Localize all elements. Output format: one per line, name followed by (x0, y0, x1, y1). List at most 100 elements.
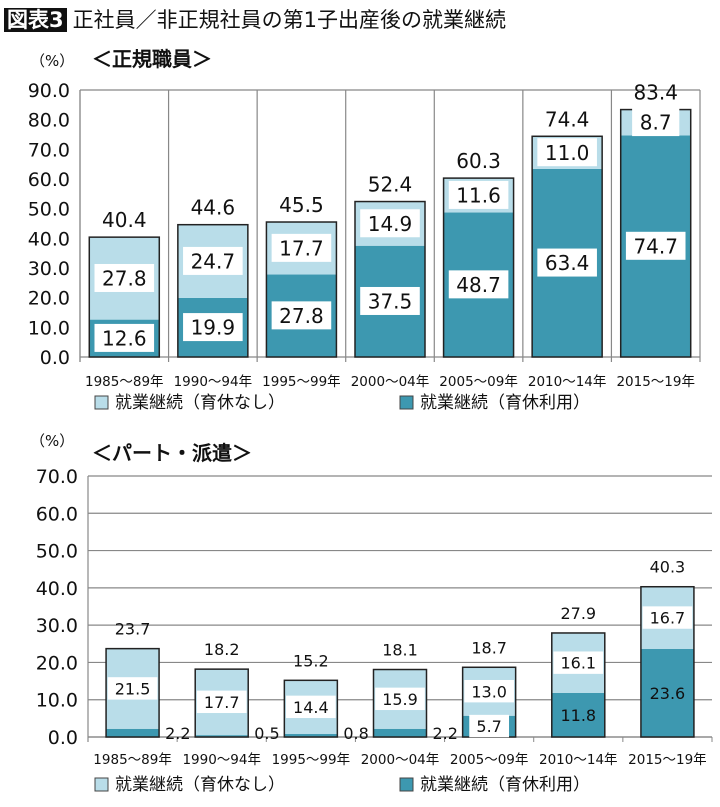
chart1-label-total: 52.4 (368, 173, 413, 197)
chart1-label-no-leave: 14.9 (368, 212, 413, 236)
chart2-label-total: 15.2 (293, 651, 329, 670)
chart2-legend-swatch (399, 777, 414, 792)
chart1-label-no-leave: 24.7 (191, 250, 236, 274)
chart1-label-with-leave-box (183, 313, 243, 342)
chart2-label-total: 18.1 (382, 641, 418, 660)
chart1-category-label: 1995～99年 (262, 374, 341, 390)
chart1-bar-outline (265, 221, 338, 358)
chart1-category-label: 2010～14年 (528, 374, 607, 390)
chart1-category-label: 1990～94年 (174, 374, 253, 390)
chart1-label-with-leave-box (360, 286, 420, 315)
chart2-bar-with-leave (551, 693, 605, 737)
chart1-category-label: 2015～19年 (616, 374, 695, 390)
chart1-label-no-leave-box (360, 209, 420, 238)
chart2-label-with-leave: 2.2 (433, 724, 458, 743)
chart2-bar-with-leave (106, 728, 160, 737)
chart2-label-total: 27.9 (560, 604, 596, 623)
chart2-ytick-label: 40.0 (36, 578, 78, 600)
chart1-label-with-leave-box (537, 248, 597, 277)
chart1-ylabel: （%） (30, 52, 74, 70)
chart1-bar-outline (177, 223, 249, 358)
chart2-bar-outline (283, 679, 339, 738)
chart2-label-no-leave: 21.5 (115, 679, 151, 698)
chart1-label-no-leave-box (183, 246, 243, 275)
chart1-category-label: 1985～89年 (85, 374, 164, 390)
chart2-label-total: 23.7 (115, 620, 151, 639)
chart1-title: ＜正規職員＞ (92, 47, 212, 71)
chart2-category-label: 2015～19年 (628, 752, 707, 768)
chart2-label-with-leave: 5.7 (476, 717, 501, 736)
chart1-legend-swatch (94, 395, 109, 410)
chart2-label-with-leave: 0.8 (343, 724, 368, 743)
chart1-label-with-leave-box (625, 231, 686, 260)
chart2-label-no-leave-box (464, 679, 514, 703)
chart1-label-no-leave: 8.7 (640, 111, 672, 135)
chart1-label-with-leave: 74.7 (633, 234, 678, 258)
chart1-ytick-label: 50.0 (28, 199, 70, 221)
chart2-ytick-label: 60.0 (36, 503, 78, 525)
chart2-ytick-label: 30.0 (36, 615, 78, 637)
chart1-ytick-label: 10.0 (28, 317, 70, 339)
chart2-label-no-leave-box (196, 690, 247, 714)
chart2-bar-with-leave (284, 734, 338, 737)
chart2-label-no-leave: 14.4 (293, 698, 329, 717)
chart2-title: ＜パート・派遣＞ (92, 441, 252, 465)
chart1-label-with-leave-box (271, 301, 332, 330)
chart1-label-with-leave-box (448, 270, 509, 299)
chart2-label-no-leave: 16.7 (650, 609, 686, 628)
chart1-bar-outline (354, 200, 426, 358)
chart2-category-label: 2000～04年 (361, 752, 440, 768)
chart2-ytick-label: 70.0 (36, 466, 78, 488)
chart1-ytick-label: 80.0 (28, 110, 70, 132)
chart1-label-no-leave: 11.6 (456, 184, 501, 208)
chart2-label-total: 18.7 (471, 638, 507, 657)
chart1-label-no-leave-box (271, 233, 332, 262)
chart2-label-no-leave: 17.7 (204, 693, 240, 712)
chart1-label-with-leave: 19.9 (191, 316, 236, 340)
chart1-label-total: 40.4 (102, 208, 147, 232)
chart2-label-total: 40.3 (650, 558, 686, 577)
chart1-label-total: 83.4 (633, 81, 678, 105)
chart1-label-no-leave-box (537, 138, 597, 167)
chart2-ylabel: （%） (30, 432, 74, 450)
figure-title: 図表3 正社員／非正規社員の第1子出産後の就業継続 (4, 4, 506, 34)
chart2-bar-outline (551, 632, 606, 738)
chart1-label-no-leave: 27.8 (102, 267, 147, 291)
chart2-label-with-leave-box (469, 714, 510, 738)
chart1-ytick-label: 0.0 (40, 347, 70, 369)
chart1-label-total: 45.5 (279, 193, 324, 217)
chart2-category-label: 1985～89年 (93, 752, 172, 768)
chart2-label-no-leave: 15.9 (382, 690, 418, 709)
chart1-label-no-leave-box (448, 180, 509, 209)
chart1-bar-outline (88, 236, 161, 358)
chart2-ytick-label: 10.0 (36, 690, 78, 712)
chart1-category-label: 2000～04年 (351, 374, 430, 390)
chart2-category-label: 1990～94年 (182, 752, 261, 768)
chart1-ytick-label: 60.0 (28, 169, 70, 191)
chart2-label-no-leave-box (375, 687, 425, 711)
chart2-label-no-leave: 13.0 (471, 682, 507, 701)
chart2-category-label: 2010～14年 (539, 752, 618, 768)
chart1-label-total: 44.6 (191, 196, 236, 220)
chart1-legend-label: 就業継続（育休なし） (115, 393, 285, 413)
chart2-bar-with-leave (373, 728, 427, 737)
chart2-bar-with-leave (640, 649, 694, 737)
chart2-bar-outline (194, 668, 249, 738)
chart2-label-with-leave: 2.2 (165, 724, 190, 743)
chart1-label-with-leave: 48.7 (456, 273, 501, 297)
chart1-label-total: 74.4 (545, 107, 590, 131)
chart2-ytick-label: 50.0 (36, 541, 78, 563)
chart2-bar-outline (372, 668, 428, 738)
chart1-ytick-label: 40.0 (28, 228, 70, 250)
chart1-ytick-label: 30.0 (28, 258, 70, 280)
chart2-legend-label: 就業継続（育休なし） (115, 775, 285, 795)
chart1-label-with-leave: 37.5 (368, 290, 413, 314)
chart1-bar-outline (442, 177, 515, 358)
chart1-ytick-label: 20.0 (28, 288, 70, 310)
chart2-ytick-label: 0.0 (48, 727, 78, 749)
chart1-ytick-label: 70.0 (28, 139, 70, 161)
chart2-category-label: 2005～09年 (450, 752, 529, 768)
chart2-bar-with-leave (195, 735, 249, 737)
